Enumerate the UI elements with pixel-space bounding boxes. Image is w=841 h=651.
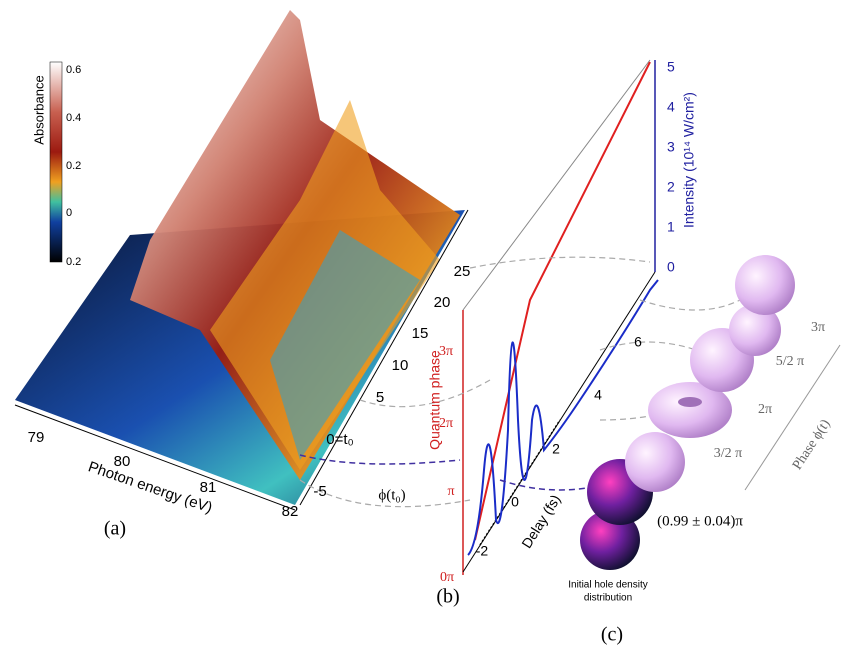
- tick-label: 0.4: [66, 112, 81, 124]
- tick-label: 25: [454, 263, 471, 280]
- phase-line: [474, 61, 651, 541]
- tick-label: 0π: [440, 570, 454, 585]
- tick-label: 82: [282, 503, 299, 520]
- intensity-curve: [467, 279, 659, 556]
- delay-axis: [299, 209, 469, 506]
- connector: [499, 479, 621, 491]
- trend-line: [479, 419, 561, 546]
- phase-axis: [744, 344, 841, 491]
- tick-label: 1: [667, 219, 675, 235]
- tick-label: -5: [313, 483, 326, 500]
- panel-label: (a): [104, 518, 126, 540]
- orbital: [648, 382, 732, 438]
- intensity-axis-title: Intensity (10¹⁴ W/cm²): [681, 92, 697, 228]
- tick-label: 0.6: [66, 64, 81, 76]
- connector: [299, 454, 461, 465]
- surface-floor: [270, 230, 420, 460]
- caption: distribution: [584, 593, 632, 604]
- caption: Initial hole density: [568, 580, 648, 591]
- x-axis: [14, 404, 296, 511]
- tick-label: 2π: [758, 402, 772, 417]
- orbital: [735, 255, 795, 315]
- colorbar: [49, 61, 63, 263]
- orbital: [625, 432, 685, 492]
- tick-label: 4: [667, 99, 675, 115]
- tick-label: 0.2: [66, 256, 81, 268]
- initial-phase: (0.99 ± 0.04)π: [657, 513, 743, 529]
- tick-label: 80: [114, 453, 131, 470]
- tick-label: 79: [28, 429, 45, 446]
- delay-axis: [462, 271, 656, 573]
- tick-label: 81: [200, 479, 217, 496]
- connector: [359, 379, 491, 408]
- tick-label: 3: [667, 139, 675, 155]
- orbital: [580, 510, 640, 570]
- tick-label: 10: [392, 357, 409, 374]
- orbital: [678, 397, 702, 407]
- tick-label: 3/2 π: [714, 446, 742, 461]
- phase-axis-title: Phase ϕ(t): [790, 417, 834, 473]
- panel-label: (b): [436, 586, 459, 608]
- tick-label: 3π: [439, 344, 453, 359]
- annotation: ϕ(t₀): [378, 487, 405, 503]
- tick-label: 3π: [811, 320, 825, 335]
- tick-label: 15: [412, 325, 429, 342]
- tick-label: 0: [667, 259, 675, 275]
- tick-label: 5/2 π: [776, 354, 804, 369]
- orbital: [729, 304, 781, 356]
- box-edge: [462, 59, 651, 311]
- tick-label: 5: [667, 59, 675, 75]
- connector: [469, 256, 651, 269]
- tick-label: 5: [376, 389, 384, 406]
- tick-label: 0.2: [66, 160, 81, 172]
- tick-label: -2: [476, 543, 489, 559]
- phase-axis-title: Quantum phase: [427, 350, 443, 450]
- tick-label: 0: [66, 207, 72, 219]
- tick-label: 0=t₀: [326, 431, 354, 448]
- tick-label: 2: [552, 441, 560, 457]
- delay-axis-title: Delay (fs): [518, 492, 563, 551]
- tick-label: 20: [434, 294, 451, 311]
- tick-label: 0: [511, 494, 519, 510]
- tick-label: 4: [594, 387, 602, 403]
- panel-label: (c): [601, 624, 623, 646]
- tick-label: 2: [667, 179, 675, 195]
- colorbar-title: Absorbance: [31, 75, 46, 144]
- tick-label: 2π: [439, 416, 453, 431]
- tick-label: 6: [634, 334, 642, 350]
- tick-label: π: [447, 484, 454, 499]
